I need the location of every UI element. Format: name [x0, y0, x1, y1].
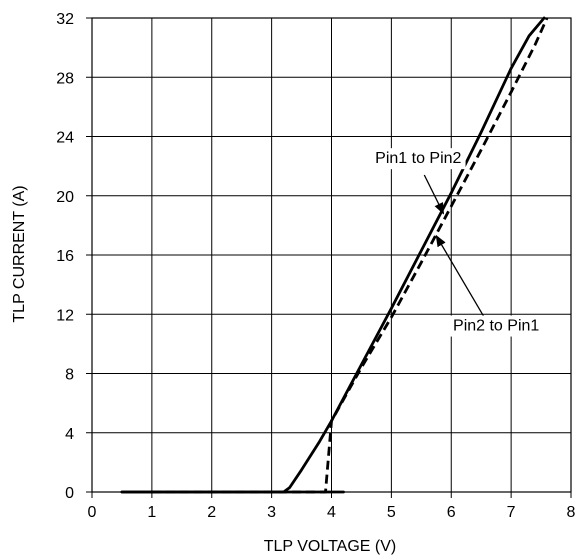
y-tick-label: 20 — [56, 189, 74, 206]
y-tick-label: 0 — [65, 485, 74, 502]
series — [120, 16, 549, 494]
grid — [86, 17, 572, 498]
x-tick-label: 1 — [147, 504, 156, 521]
annotation-label-background — [371, 148, 466, 170]
x-tick-label: 6 — [447, 504, 456, 521]
x-tick-label: 4 — [327, 504, 336, 521]
x-tick-label: 5 — [387, 504, 396, 521]
y-tick-label: 28 — [56, 70, 74, 87]
y-tick-label: 12 — [56, 307, 74, 324]
y-tick-label: 24 — [56, 130, 74, 147]
y-tick-label: 4 — [65, 426, 74, 443]
x-tick-label: 2 — [207, 504, 216, 521]
x-tick-label: 0 — [88, 504, 97, 521]
y-tick-label: 16 — [56, 248, 74, 265]
x-axis-title: TLP VOLTAGE (V) — [264, 538, 396, 555]
annotation-label-background — [449, 315, 544, 337]
y-tick-label: 32 — [56, 11, 74, 28]
annotations: Pin1 to Pin2 Pin2 to Pin1 — [371, 148, 544, 337]
x-tick-labels: 0 1 2 3 4 5 6 7 8 — [88, 504, 576, 521]
x-tick-label: 3 — [267, 504, 276, 521]
annotation-label: Pin2 to Pin1 — [453, 318, 539, 335]
y-tick-label: 8 — [65, 367, 74, 384]
annotation-arrow — [435, 234, 485, 318]
x-tick-label: 8 — [567, 504, 576, 521]
x-tick-label: 7 — [507, 504, 516, 521]
series-line-pin2-to-pin1 — [151, 17, 549, 494]
annotation-label: Pin1 to Pin2 — [375, 150, 461, 167]
annotation-arrow — [423, 174, 445, 215]
y-tick-labels: 0 4 8 12 16 20 24 28 32 — [56, 11, 74, 502]
y-axis-title: TLP CURRENT (A) — [11, 185, 28, 322]
